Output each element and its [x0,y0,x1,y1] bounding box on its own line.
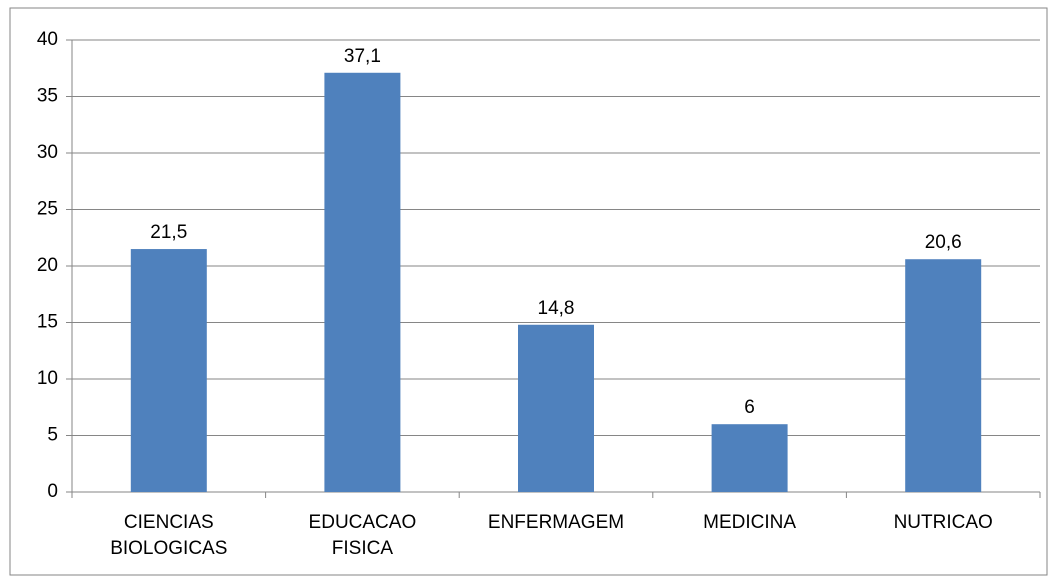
y-tick-label: 35 [37,86,58,107]
data-label: 14,8 [538,298,575,319]
data-label: 21,5 [150,222,187,243]
y-tick-label: 40 [37,29,58,50]
bar [130,249,207,492]
x-tick-label: MEDICINA [703,512,797,533]
bar [905,259,982,492]
x-tick-label: CIENCIAS BIOLOGICAS [110,512,228,559]
x-tick-label: ENFERMAGEM [487,512,625,533]
y-tick-label: 25 [37,199,58,220]
bar [324,72,401,493]
data-label: 20,6 [925,232,962,253]
x-tick-label: NUTRICAO [893,512,993,533]
y-tick-label: 0 [47,481,58,502]
bar [518,324,594,492]
bar [711,424,788,492]
data-label: 6 [744,397,755,418]
data-label: 37,1 [344,46,381,67]
y-tick-label: 15 [37,312,58,333]
y-tick-label: 5 [47,425,58,446]
y-tick-label: 30 [37,142,58,163]
y-tick-label: 20 [37,255,58,276]
y-tick-label: 10 [37,368,58,389]
x-tick-label: EDUCACAO FISICA [308,512,417,559]
